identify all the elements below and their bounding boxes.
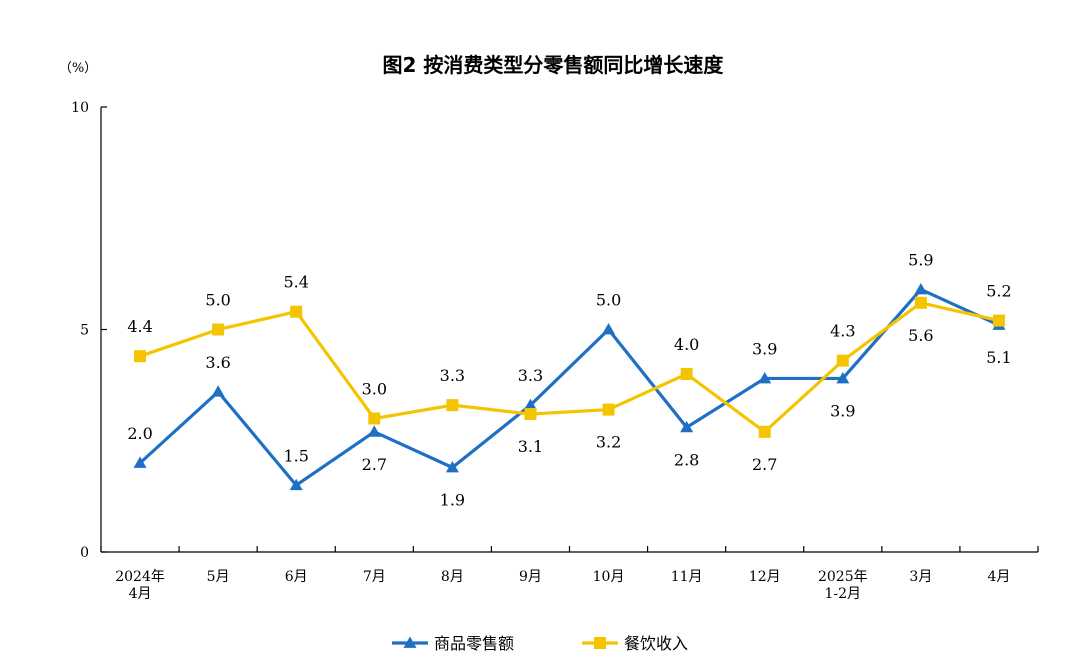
data-label: 5.0 [205,291,230,310]
series-2-point [134,350,147,363]
x-tick-label: 4月 [987,569,1010,585]
data-label: 3.0 [362,380,387,399]
series-2-point [680,368,693,380]
data-label: 5.0 [596,291,621,310]
data-label: 5.9 [908,250,933,269]
legend-marker-1 [403,636,417,648]
x-tick-label: 2025年 [818,569,868,585]
legend-label-1: 商品零售额 [434,634,514,653]
x-tick-label: 5月 [207,569,230,585]
series-1-point [602,323,616,335]
data-label: 1.9 [440,490,465,509]
data-label: 3.1 [518,437,543,456]
data-labels: 2.0 3.6 1.5 2.7 1.9 3.3 5.0 2.8 3.9 3.9 5.9 5.1 4.4 5… [127,250,1011,509]
x-tick-label: 3月 [909,569,932,585]
data-label: 5.4 [283,273,308,292]
series-2-point [602,403,615,416]
series-2-point [524,408,537,421]
x-tick-label: 7月 [363,569,386,585]
series-1-point [211,385,225,397]
x-tick-label: 11月 [671,569,703,585]
series-1-point [367,425,381,437]
data-label: 2.7 [362,455,387,474]
data-label: 3.9 [830,401,855,420]
series-2-point [446,399,459,412]
series-1-point [133,456,147,468]
data-label: 3.9 [752,339,777,358]
y-tick-label: 10 [71,100,89,116]
data-label: 3.3 [440,366,465,385]
data-label: 4.4 [127,317,152,336]
data-label: 5.2 [986,282,1011,301]
x-tick-label: 10月 [593,569,625,585]
legend-marker-2 [594,637,606,649]
series-1-point [836,371,850,384]
y-tick-label: 5 [80,323,89,339]
y-unit-label: （%） [59,61,97,76]
series-1-point [914,282,928,295]
x-tick-label: 4月 [129,586,152,602]
series-line-1 [138,287,1000,488]
x-tick-label: 2024年 [115,569,165,585]
data-label: 2.7 [752,455,777,474]
x-tick-label: 9月 [519,569,542,585]
series-2-point [290,305,303,318]
series-2-point [836,354,849,367]
data-label: 1.5 [283,446,308,465]
data-label: 5.6 [908,326,933,345]
series-2-point [758,425,771,438]
series-2-point [914,296,927,309]
series-1-point [680,420,694,433]
legend: 商品零售额 餐饮收入 [392,634,688,653]
data-label: 2.0 [127,424,152,443]
series-1-point [758,371,772,384]
data-label: 4.0 [674,335,699,354]
series-2-point [368,412,381,425]
data-label: 3.6 [205,353,230,372]
series-1-point [289,478,303,491]
series-2-point [992,314,1005,327]
series-1-point [445,460,459,473]
x-tick-label: 12月 [749,569,781,585]
data-label: 4.3 [830,322,855,341]
x-tick-label: 1-2月 [825,586,862,602]
data-label: 3.3 [518,366,543,385]
series-line-2 [139,301,1000,434]
data-label: 2.8 [674,450,699,469]
y-tick-label: 0 [80,545,89,561]
series-1-point [523,398,537,411]
chart-title: 图2 按消费类型分零售额同比增长速度 [383,53,725,77]
data-label: 5.1 [986,348,1011,367]
series-2-point [212,323,225,336]
series-layer [133,282,1006,491]
data-label: 3.2 [596,433,621,452]
legend-label-2: 餐饮收入 [624,634,688,653]
x-tick-label: 6月 [285,569,308,585]
x-tick-label: 8月 [441,569,464,585]
